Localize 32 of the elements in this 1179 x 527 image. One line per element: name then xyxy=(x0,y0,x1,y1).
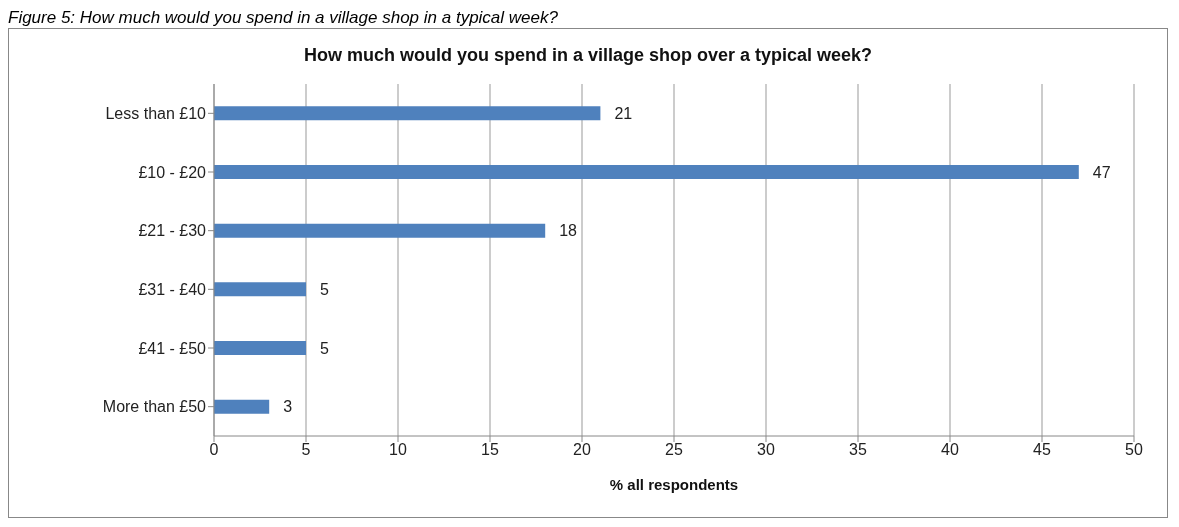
x-tick-label: 35 xyxy=(849,441,867,459)
x-tick-label: 25 xyxy=(665,441,683,459)
y-tick-label: £10 - £20 xyxy=(138,163,207,181)
bar xyxy=(214,340,306,356)
bar xyxy=(214,106,601,121)
x-tick-label: 45 xyxy=(1033,441,1051,459)
data-label: 5 xyxy=(320,281,329,299)
caption: Figure 5: How much would you spend in a village shop in a typical week? xyxy=(8,8,559,28)
x-tick-label: 40 xyxy=(941,441,959,459)
x-axis-title: % all respondents xyxy=(609,476,739,493)
x-tick-label: 5 xyxy=(301,441,311,459)
data-label: 21 xyxy=(614,105,633,123)
chart-title: How much would you spend in a village shop over a typical week? xyxy=(302,45,874,66)
y-tick-label: £21 - £30 xyxy=(138,222,207,240)
x-tick-label: 15 xyxy=(481,441,499,459)
x-tick-label: 30 xyxy=(757,441,775,459)
x-tick-label: 10 xyxy=(389,441,407,459)
bar xyxy=(214,223,546,238)
x-tick-label: 0 xyxy=(209,441,219,459)
y-tick-label: More than £50 xyxy=(102,398,207,416)
data-label: 47 xyxy=(1092,163,1111,181)
bar xyxy=(214,399,270,414)
y-tick-label: £41 - £50 xyxy=(138,339,207,357)
y-tick-label: £31 - £40 xyxy=(138,281,207,299)
y-tick-label: Less than £10 xyxy=(105,105,207,123)
data-label: 5 xyxy=(320,339,329,357)
data-label: 3 xyxy=(283,398,293,416)
x-tick-label: 50 xyxy=(1125,441,1143,459)
data-label: 18 xyxy=(559,222,578,240)
bar xyxy=(214,282,306,297)
bar xyxy=(214,164,1079,180)
x-tick-label: 20 xyxy=(573,441,591,459)
